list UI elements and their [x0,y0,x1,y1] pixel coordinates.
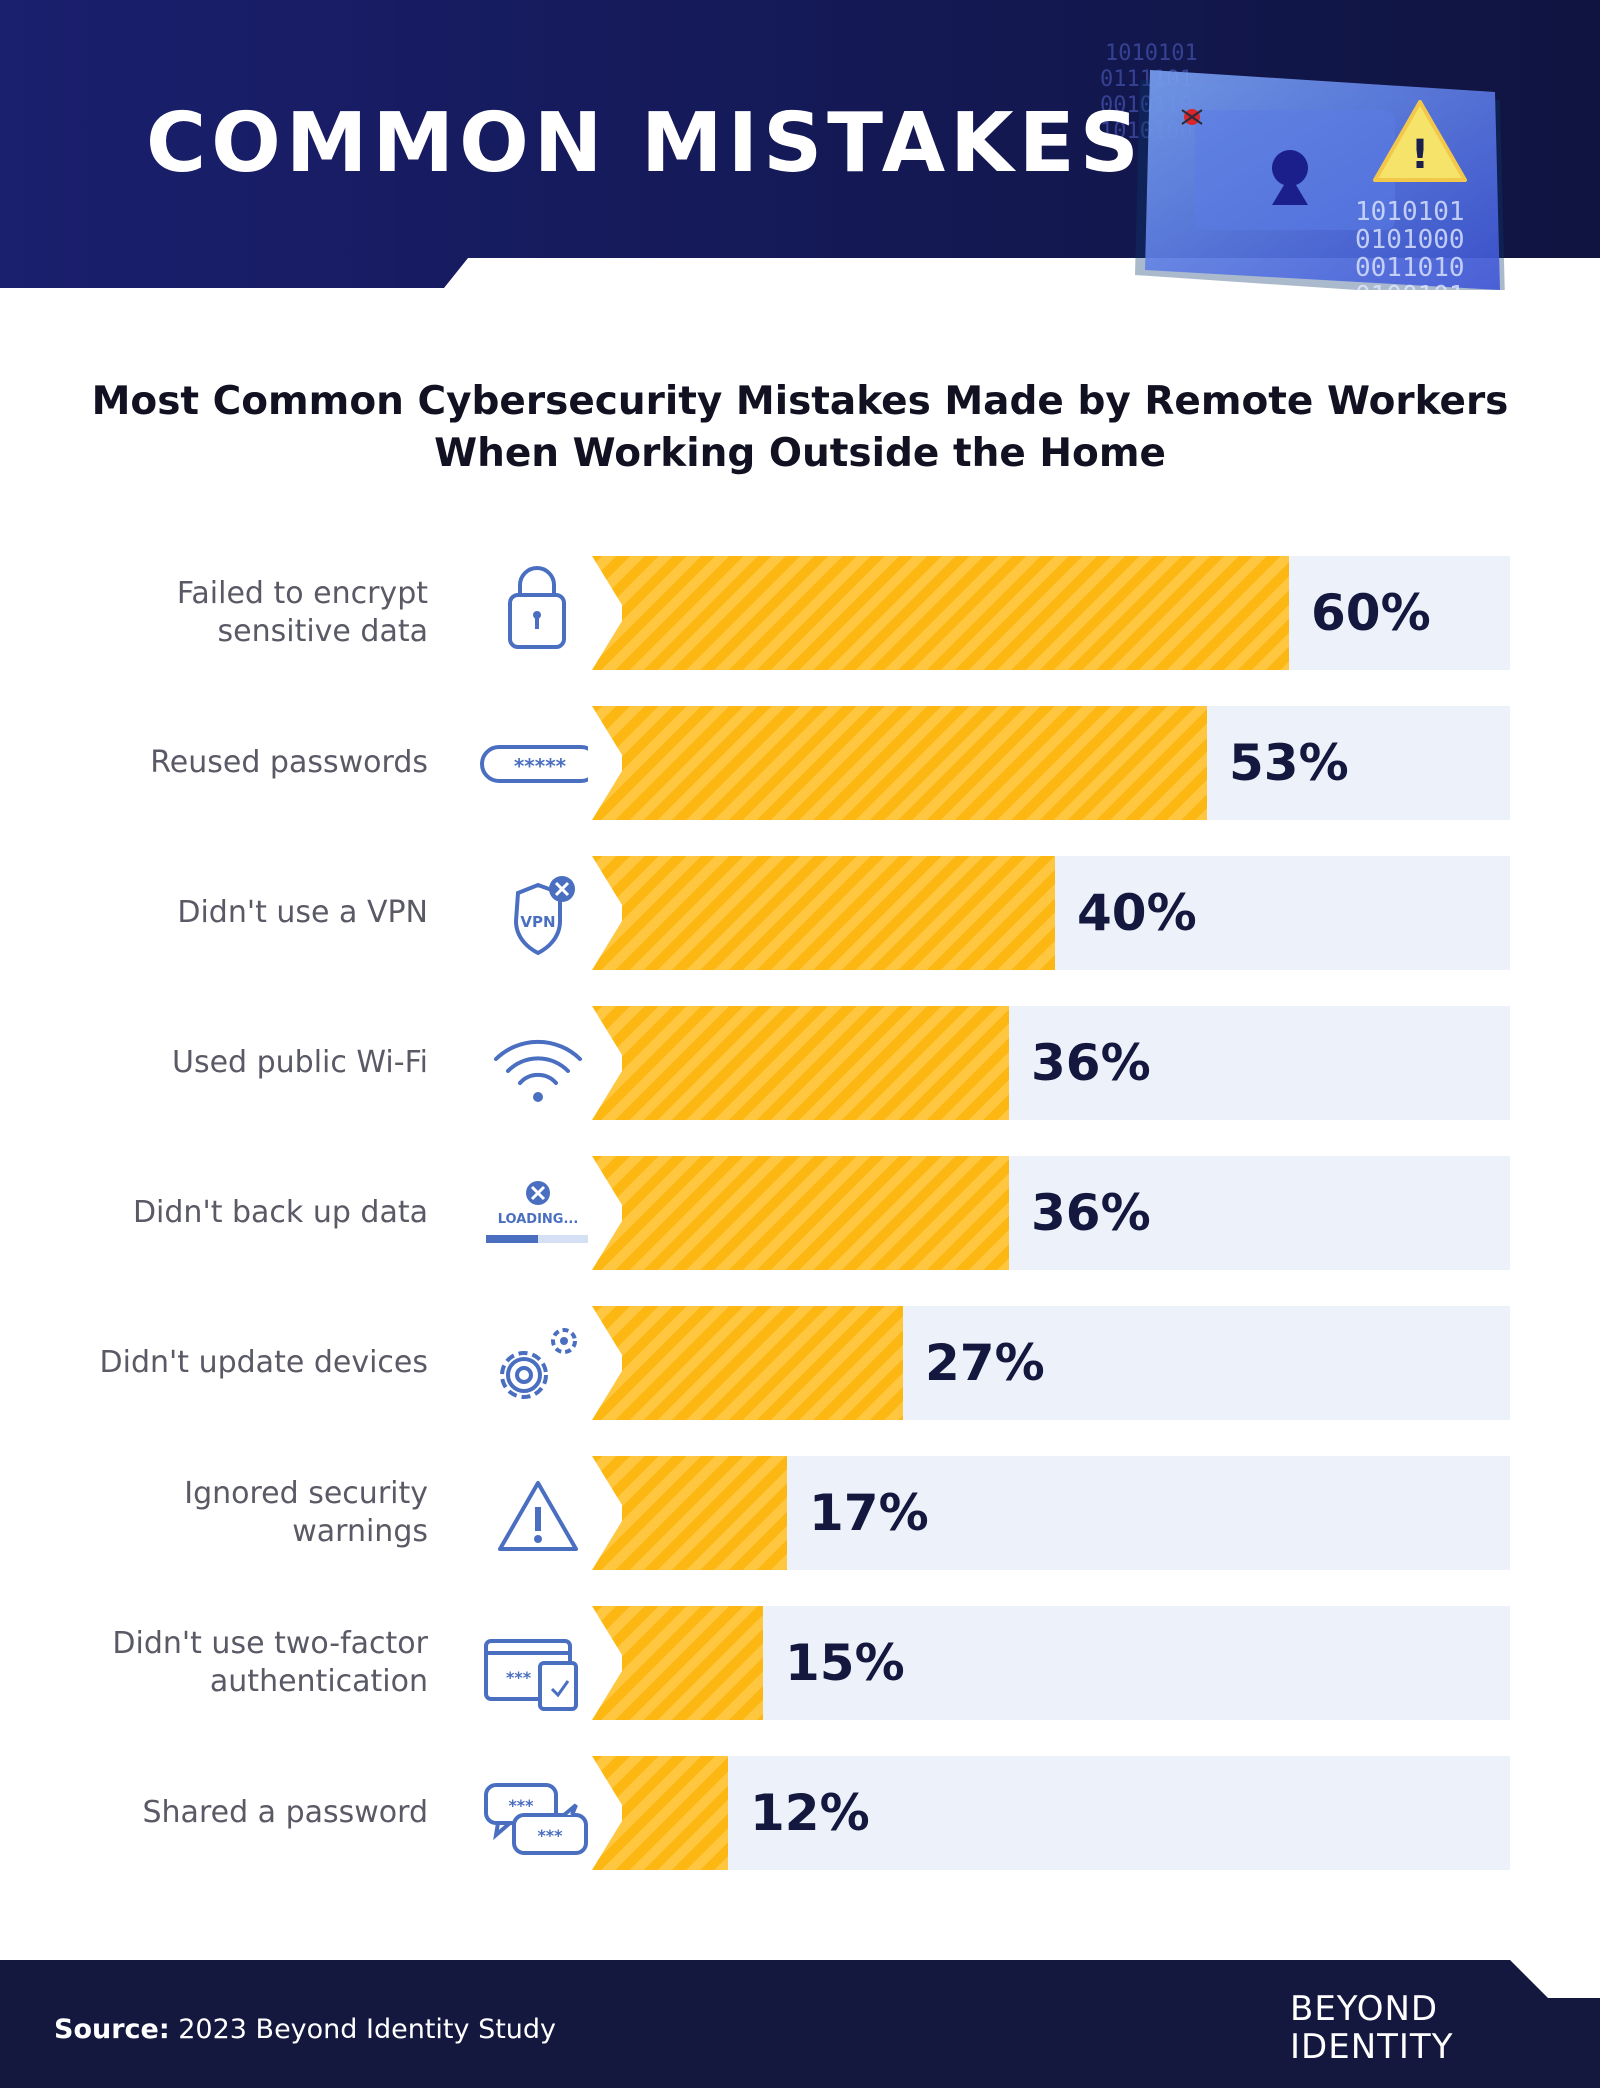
chart-row: Didn't back up data LOADING... 36% [0,1156,1600,1270]
value-label: 12% [750,1784,870,1842]
category-label-text: Used public Wi-Fi [172,1045,428,1080]
svg-text:1010101: 1010101 [1105,41,1198,66]
chart-row: Didn't update devices 27% [0,1306,1600,1420]
svg-text:***: *** [506,1668,532,1687]
header-banner: 1010101 0111101 0010110 1010100 ! 101010… [0,0,1600,290]
category-label: Failed to encrypt sensitive data [48,556,428,670]
chat-password-icon: *** *** [484,1783,588,1855]
svg-text:*****: ***** [514,754,567,778]
source-note: Source: 2023 Beyond Identity Study [54,2014,556,2045]
two-factor-devices-icon: *** [484,1639,578,1711]
category-label-text: Ignored security warnings [184,1476,428,1549]
category-label: Reused passwords [48,706,428,820]
bar-notch [588,1156,622,1270]
wifi-icon [494,1039,582,1102]
value-label: 36% [1031,1184,1151,1242]
bar-track [588,1756,1510,1870]
bar-notch [588,1456,622,1570]
beyond-identity-logo: BEYOND IDENTITY [1290,1990,1540,2066]
category-label: Didn't use two-factor authentication [48,1606,428,1720]
category-label-text: Failed to encrypt sensitive data [176,576,428,649]
chart-row: Used public Wi-Fi 36% [0,1006,1600,1120]
footer-banner [0,1960,1600,2088]
bar-notch [588,556,622,670]
chart-title-line-1: Most Common Cybersecurity Mistakes Made … [91,379,1509,424]
chart-row: Reused passwords ***** 53% [0,706,1600,820]
value-label: 17% [809,1484,929,1542]
bar-notch [588,1006,622,1120]
category-label-text: Shared a password [142,1795,429,1830]
warning-icon [498,1481,578,1551]
category-label-text: Didn't update devices [99,1345,428,1380]
category-label: Shared a password [48,1756,429,1870]
bar [588,1156,1009,1270]
chart-row: Didn't use two-factor authentication ***… [0,1606,1600,1720]
svg-text:LOADING...: LOADING... [498,1212,579,1227]
category-label-text: Reused passwords [150,745,428,780]
bar-notch [588,1606,622,1720]
category-label: Didn't update devices [48,1306,428,1420]
category-label-text: Didn't back up data [132,1195,428,1230]
header-background: 1010101 0111101 0010110 1010100 ! 101010… [0,0,1600,290]
lock-icon [508,566,566,649]
bar [588,706,1207,820]
vpn-shield-icon: VPN [513,876,575,956]
bar [588,856,1055,970]
bar-notch [588,1756,622,1870]
chart-row: Shared a password *** *** 12% [0,1756,1600,1870]
bar-notch [588,856,622,970]
category-label-text: Didn't use two-factor authentication [112,1626,428,1699]
source-label: Source: [54,2014,170,2045]
chart-row: Failed to encrypt sensitive data 60% [0,556,1600,670]
chart-row: Ignored security warnings 17% [0,1456,1600,1570]
gears-icon [500,1328,577,1399]
category-label: Ignored security warnings [48,1456,428,1570]
bar-notch [588,706,622,820]
chart-title: Most Common Cybersecurity Mistakes Made … [60,376,1540,480]
password-field-icon: ***** [480,745,600,783]
value-label: 15% [785,1634,905,1692]
category-label: Didn't back up data [48,1156,428,1270]
source-text: 2023 Beyond Identity Study [178,2014,557,2045]
bar [588,1006,1009,1120]
value-label: 40% [1077,884,1197,942]
security-screen-illustration: 1010101 0111101 0010110 1010100 ! 101010… [1100,41,1505,290]
value-label: 27% [925,1334,1045,1392]
chart-row: Didn't use a VPN VPN 40% [0,856,1600,970]
category-label: Used public Wi-Fi [48,1006,428,1120]
footer-background [0,1960,1600,2088]
svg-text:VPN: VPN [520,913,555,931]
svg-text:***: *** [537,1826,563,1845]
value-label: 36% [1031,1034,1151,1092]
bar [588,1306,903,1420]
loading-error-icon: LOADING... [486,1181,592,1243]
horizontal-bar-chart: Failed to encrypt sensitive data 60% Reus… [0,556,1600,1876]
svg-text:!: ! [1411,132,1429,178]
category-label: Didn't use a VPN [48,856,428,970]
bar [588,556,1289,670]
bar-notch [588,1306,622,1420]
svg-text:1010101: 1010101 [1355,197,1465,227]
value-label: 60% [1311,584,1431,642]
logo-line-2: IDENTITY [1290,2027,1454,2067]
value-label: 53% [1229,734,1349,792]
logo-line-1: BEYOND [1290,1989,1439,2029]
category-label-text: Didn't use a VPN [177,895,428,930]
svg-text:0011010: 0011010 [1355,253,1465,283]
svg-text:***: *** [508,1796,534,1815]
chart-title-line-2: When Working Outside the Home [434,431,1166,476]
svg-text:0101000: 0101000 [1355,225,1465,255]
page-title: COMMON MISTAKES [146,96,1144,191]
